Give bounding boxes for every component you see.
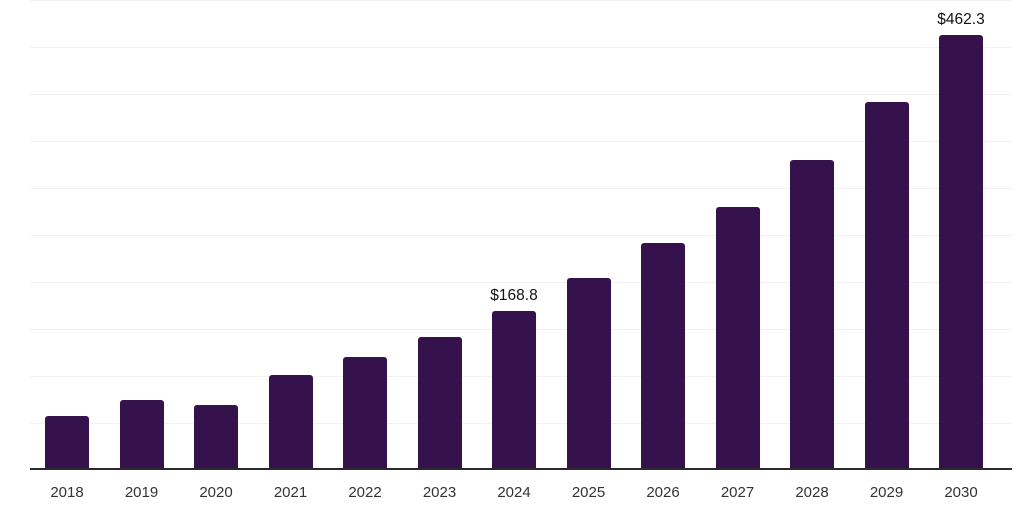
x-tick-label: 2018 [50,484,84,501]
x-tick-label: 2025 [571,484,606,501]
gridline [30,282,1012,283]
gridline [30,141,1012,142]
x-tick-label: 2029 [869,484,904,501]
bar [343,356,387,470]
bar-value-label: $168.8 [490,287,538,305]
x-tick-label: 2019 [124,484,159,501]
bar [641,243,685,470]
x-tick-label: 2022 [348,484,382,501]
bar [268,375,313,470]
bar [194,404,238,470]
bar [45,416,89,470]
x-tick-label: 2023 [422,484,457,501]
gridline [30,235,1012,236]
bar [790,159,834,470]
gridline [30,188,1012,189]
x-tick-label: 2028 [795,484,829,501]
bar [417,336,462,470]
gridline [30,47,1012,48]
plot-area: $168.8 $462.3 [30,0,1012,470]
gridline [30,94,1012,95]
bar [119,400,164,470]
x-tick-label: 2020 [199,484,233,501]
bar [864,101,909,470]
bar [566,278,611,470]
bar-value-label: $462.3 [937,11,985,29]
x-tick-label: 2030 [944,484,978,501]
bar [492,311,536,470]
x-tick-label: 2024 [497,484,531,501]
bar [715,206,760,470]
x-tick-label: 2027 [720,484,755,501]
x-axis-line [30,468,1012,470]
gridline [30,0,1012,1]
bar [939,35,983,470]
x-tick-label: 2021 [273,484,308,501]
x-tick-label: 2026 [646,484,680,501]
